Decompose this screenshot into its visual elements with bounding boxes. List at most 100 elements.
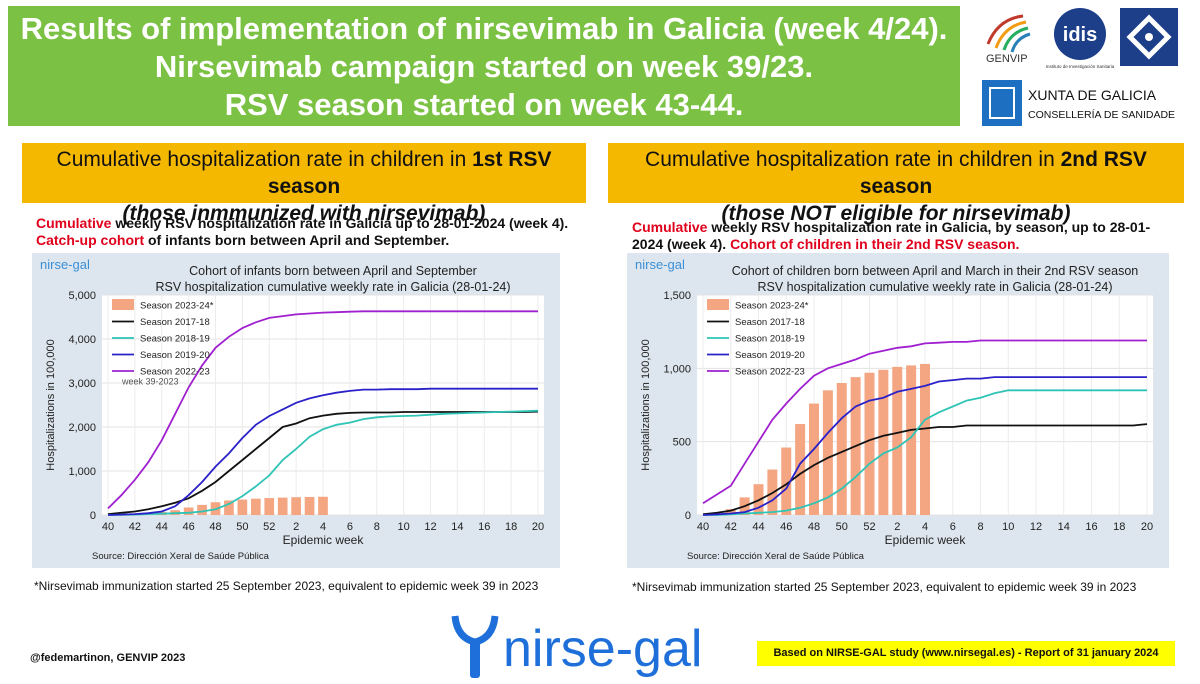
legend-label: Season 2023-24* [140,301,214,312]
xunta-logo: XUNTA DE GALICIA CONSELLERÍA DE SANIDADE [982,80,1175,126]
panel-subtitle-2: (those NOT eligible for nirsevimab) [721,202,1071,225]
sergas-logo [1120,8,1178,66]
x-tick-label: 2 [293,521,299,533]
study-note: Based on NIRSE-GAL study (www.nirsegal.e… [757,641,1175,666]
legend-label: Season 2018-19 [735,334,805,345]
caption-1-red-1: Cumulative [36,215,112,231]
x-tick-label: 8 [977,521,983,533]
panel-title-1: Cumulative hospitalization rate in child… [22,143,586,225]
chart-1st-season: nirse-gal Cohort of infants born between … [32,253,560,568]
legend-label: Season 2017-18 [735,317,805,328]
x-tick-label: 40 [697,521,709,533]
legend-swatch-bar [112,299,134,310]
y-tick-label: 3,000 [68,378,96,390]
legend-label: Season 2019-20 [140,350,210,361]
legend-swatch-bar [707,299,729,310]
x-tick-label: 16 [1085,521,1097,533]
x-axis-label: Epidemic week [283,533,365,547]
x-tick-label: 4 [922,521,928,533]
caption-1-text-2: of infants born between April and Septem… [144,232,450,248]
y-tick-label: 5,000 [68,290,96,302]
caption-1-red-2: Catch-up cohort [36,232,145,248]
bar [822,390,833,515]
x-tick-label: 12 [424,521,436,533]
caption-2-red-1: Cumulative [632,219,708,235]
bar [864,372,875,515]
caption-1: Cumulative weekly RSV hospitalization ra… [36,215,576,249]
bar [781,447,792,515]
nirse-gal-logo: nirse-gal [451,615,702,678]
y-axis-label: Hospitalizations in 100,000 [45,339,57,470]
y-axis-label: Hospitalizations in 100,000 [640,339,652,470]
panel-subtitle-1: (those inmmunized with nirsevimab) [122,202,486,225]
bar [906,365,917,515]
bar [224,500,234,515]
caption-2-text-1: weekly RSV hospitalization rate in Galic… [632,219,1151,252]
caption-2-red-2: Cohort of children in their 2nd RSV seas… [730,236,1020,252]
x-tick-label: 52 [863,521,875,533]
panel-title-1-prefix: Cumulative hospitalization rate in child… [56,148,473,171]
x-tick-label: 42 [725,521,737,533]
panel-title-2: Cumulative hospitalization rate in child… [608,143,1184,225]
legend-label: Season 2019-20 [735,350,805,361]
panel-title-2-prefix: Cumulative hospitalization rate in child… [645,148,1061,171]
genvip-text: GENVIP [986,53,1028,65]
watermark: nirse-gal [635,257,685,272]
logos-area: GENVIP idis Instituto de Investigación S… [982,8,1178,126]
x-tick-label: 46 [780,521,792,533]
x-tick-label: 14 [1058,521,1070,533]
y-tick-label: 1,500 [663,290,691,302]
idis-logo: idis Instituto de Investigación Sanitari… [1046,8,1115,69]
idis-subtext: Instituto de Investigación Sanitaria [1046,64,1115,69]
x-tick-label: 18 [1113,521,1125,533]
credit: @fedemartinon, GENVIP 2023 [30,652,186,664]
caption-1-text-1: weekly RSV hospitalization rate in Galic… [111,215,569,231]
legend-label: Season 2023-24* [735,301,809,312]
x-tick-label: 14 [451,521,463,533]
bar [291,497,301,515]
x-tick-label: 2 [894,521,900,533]
watermark: nirse-gal [40,257,90,272]
series-line-s2022 [107,310,538,510]
panel-title-1-bold: 1st RSV season [267,148,552,198]
bar [878,369,889,515]
x-tick-label: 50 [236,521,248,533]
y-tick-label: 500 [673,437,691,449]
legend-label: Season 2022-23 [735,367,805,378]
x-tick-label: 44 [156,521,168,533]
chart-title: Cohort of infants born between April and… [189,264,477,278]
x-axis-label: Epidemic week [885,533,967,547]
bar [304,496,315,515]
legend-label: Season 2017-18 [140,317,210,328]
footnote-2: *Nirsevimab immunization started 25 Sept… [632,580,1137,594]
chart-2nd-season: nirse-gal Cohort of children born between… [627,253,1169,568]
genvip-logo: GENVIP [986,14,1031,65]
bar [920,363,930,515]
bar [197,504,207,515]
header-line-1: Results of implementation of nirsevimab … [20,11,948,46]
bar [264,498,275,515]
bar [250,498,261,515]
x-tick-label: 52 [263,521,275,533]
bar [795,424,806,515]
chart-subtitle: RSV hospitalization cumulative weekly ra… [757,280,1112,294]
xunta-line-1: XUNTA DE GALICIA [1028,87,1157,103]
y-tick-label: 1,000 [68,466,96,478]
x-tick-label: 10 [398,521,410,533]
x-tick-label: 6 [950,521,956,533]
x-tick-label: 48 [209,521,221,533]
series-line-s2018 [107,409,539,516]
x-tick-label: 48 [808,521,820,533]
series-line-s2018 [703,389,1147,516]
source-note: Source: Dirección Xeral de Saúde Pública [687,551,865,562]
footnote-1: *Nirsevimab immunization started 25 Sept… [34,579,539,593]
x-tick-label: 42 [129,521,141,533]
x-tick-label: 4 [320,521,326,533]
series-line-s2019 [107,387,538,516]
caption-2: Cumulative weekly RSV hospitalization ra… [632,219,1172,253]
series-line-s2019 [702,376,1147,516]
series-line-s2017 [107,410,539,515]
bar [892,366,903,515]
source-note: Source: Dirección Xeral de Saúde Pública [92,551,270,562]
x-tick-label: 16 [478,521,490,533]
